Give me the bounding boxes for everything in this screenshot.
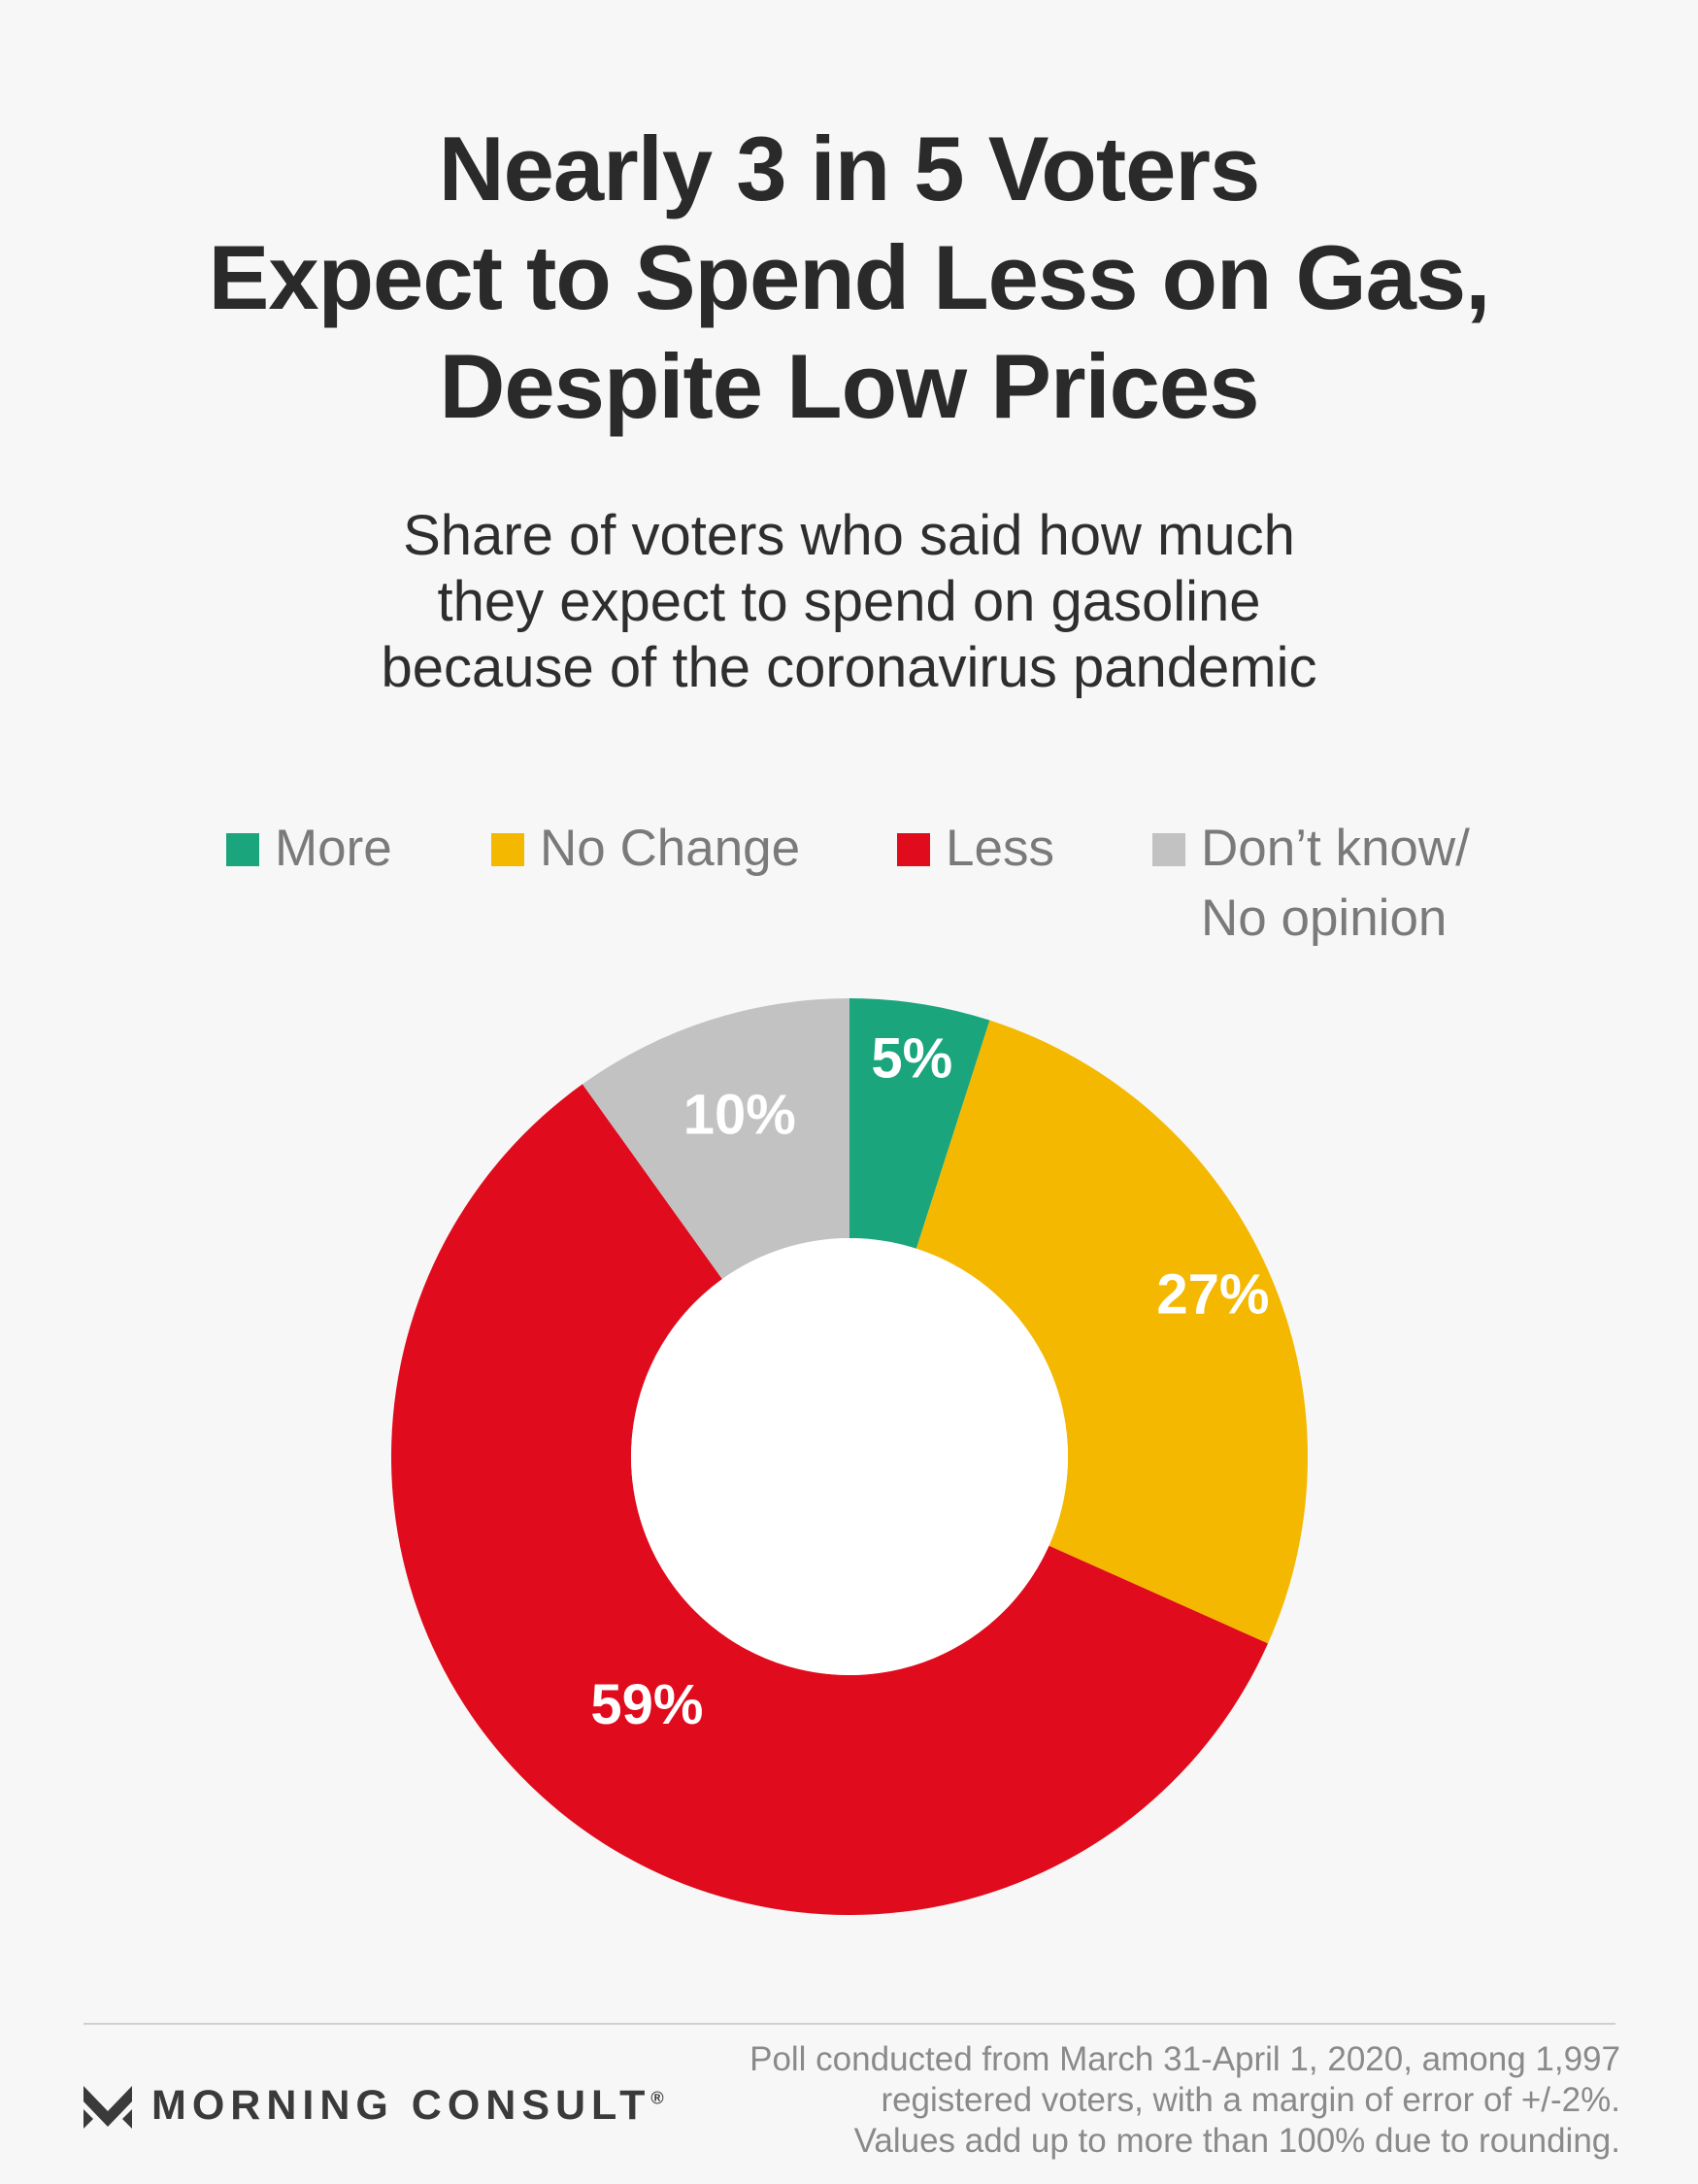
donut-slice (391, 1084, 1268, 1915)
donut-slice-label: 5% (871, 1027, 952, 1091)
brand-name: MORNING CONSULT® (151, 2082, 664, 2130)
chart-subtitle: Share of voters who said how much they e… (0, 503, 1698, 701)
legend-label-dont-know: Don’t know/ No opinion (1201, 814, 1470, 954)
chart-subtitle-line: because of the coronavirus pandemic (381, 636, 1317, 699)
footnote-line: Values add up to more than 100% due to r… (853, 2122, 1620, 2160)
donut-slice-label: 59% (590, 1673, 703, 1736)
legend-swatch-dont-know (1152, 833, 1185, 866)
donut-slice (916, 1020, 1308, 1644)
footnote: Poll conducted from March 31-April 1, 20… (749, 2039, 1620, 2162)
legend-label-no-change: No Change (540, 814, 800, 884)
chart-title-line: Despite Low Prices (439, 335, 1260, 437)
donut-hole (631, 1238, 1068, 1675)
donut-slice-label: 27% (1156, 1262, 1269, 1326)
legend-swatch-no-change (491, 833, 524, 866)
donut-slice-label: 10% (683, 1083, 796, 1146)
legend-label-more: More (275, 814, 392, 884)
legend-label-line: No Change (540, 820, 801, 877)
chart-title-line: Expect to Spend Less on Gas, (208, 226, 1491, 328)
chart-subtitle-line: they expect to spend on gasoline (437, 570, 1261, 633)
donut-slice (849, 998, 990, 1249)
donut-labels: 5% 27% 59% 10% (590, 1027, 1269, 1737)
footnote-line: Poll conducted from March 31-April 1, 20… (749, 2040, 1620, 2078)
chart-title-line: Nearly 3 in 5 Voters (438, 118, 1261, 219)
morning-consult-logo-icon (83, 2086, 132, 2129)
legend-label-line: More (275, 820, 392, 877)
legend-label-line: Don’t know/ (1201, 820, 1470, 877)
footnote-line: registered voters, with a margin of erro… (881, 2081, 1620, 2119)
legend-label-line: Less (946, 820, 1054, 877)
brand-name-text: MORNING CONSULT (151, 2082, 651, 2129)
footer-divider (83, 2023, 1615, 2025)
registered-mark: ® (650, 2088, 664, 2108)
donut-slices (391, 998, 1308, 1915)
legend-swatch-more (226, 833, 259, 866)
chart-title: Nearly 3 in 5 Voters Expect to Spend Les… (0, 115, 1698, 441)
legend-label-less: Less (946, 814, 1054, 884)
donut-slice (582, 998, 849, 1280)
legend-swatch-less (897, 833, 930, 866)
chart-subtitle-line: Share of voters who said how much (403, 504, 1295, 567)
legend-label-line: No opinion (1201, 890, 1448, 947)
